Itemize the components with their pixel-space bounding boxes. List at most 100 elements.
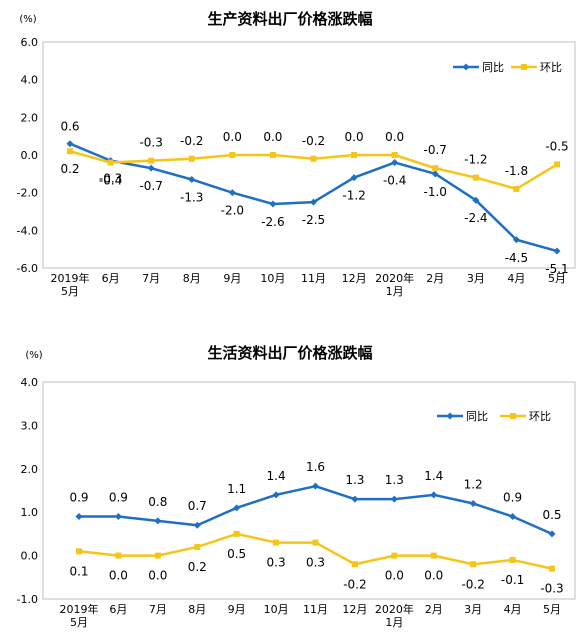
- chart-1-series-1-marker: [431, 170, 439, 178]
- chart-2-series-1-marker: [193, 521, 201, 529]
- chart-2-series-1-marker: [430, 491, 438, 499]
- chart-1-series-2-data-label: -0.2: [180, 134, 203, 148]
- chart-2-x-tick-label: 10月: [264, 603, 289, 616]
- chart-1-series-2-marker: [310, 155, 317, 162]
- chart-1-x-tick-label: 8月: [183, 272, 201, 285]
- chart-1-series-2-data-label: -0.4: [99, 174, 122, 188]
- chart-1-series-1-marker: [350, 174, 358, 182]
- chart-1-series-1-data-label: -2.6: [261, 215, 284, 229]
- chart-1-x-tick-label: 6月: [102, 272, 120, 285]
- chart-2-series-2-marker: [154, 552, 161, 559]
- chart-1-y-tick-label: -4.0: [17, 224, 38, 237]
- chart-2-series-2-data-label: 0.0: [109, 569, 128, 583]
- chart-1-y-tick-label: -6.0: [17, 262, 38, 275]
- chart-1-series-2-data-label: -0.2: [302, 134, 325, 148]
- chart-1-series-2-data-label: 0.0: [223, 130, 242, 144]
- chart-1-y-tick-label: 4.0: [21, 74, 39, 87]
- chart-2-series-2-data-label: 0.1: [69, 564, 88, 578]
- chart-2-series-1-data-label: 1.6: [306, 460, 325, 474]
- chart-2-y-unit-label: (%): [25, 350, 42, 361]
- chart-2-series-1-data-label: 0.9: [503, 491, 522, 505]
- chart-1-series-1-data-label: -0.4: [383, 174, 406, 188]
- chart-2-series-2-data-label: -0.2: [343, 577, 366, 591]
- chart-1-x-tick-label: 11月: [301, 272, 326, 285]
- chart-2-series-1-marker: [75, 513, 83, 521]
- chart-1-series-1-data-label: -1.2: [342, 189, 365, 203]
- chart-1-series-1-marker: [188, 175, 196, 183]
- chart-1-series-1-data-label: -0.7: [139, 179, 162, 193]
- chart-1-y-tick-label: 0.0: [21, 149, 39, 162]
- chart-1-series-1-data-label: -4.5: [505, 251, 528, 265]
- chart-2-series-1-data-label: 1.3: [345, 473, 364, 487]
- chart-2-x-tick-label: 4月: [504, 603, 522, 616]
- chart-2-series-1-marker: [390, 495, 398, 503]
- chart-2-series-1-data-label: 0.8: [148, 495, 167, 509]
- chart-2-x-tick-label: 2020年 1月: [375, 602, 414, 629]
- chart-2-series-1-data-label: 1.3: [385, 473, 404, 487]
- chart-1-y-tick-label: 2.0: [21, 111, 39, 124]
- chart-2-series-2-marker: [233, 530, 240, 537]
- chart-1-series-1-marker: [310, 198, 317, 206]
- chart-2-series-2-data-label: -0.1: [501, 573, 524, 587]
- chart-2-series-2-marker: [509, 556, 516, 563]
- chart-2-series-1-marker: [312, 482, 319, 490]
- chart-1-series-1-data-label: -2.4: [464, 211, 487, 225]
- chart-1-series-2-marker: [107, 159, 114, 166]
- chart-1-series-2-data-label: -1.2: [464, 153, 487, 167]
- chart-2-series-1-data-label: 1.1: [227, 482, 246, 496]
- chart-2-series-1-marker: [351, 495, 359, 503]
- chart-2-y-tick-label: 0.0: [21, 550, 39, 563]
- chart-1-series-2-marker: [229, 152, 236, 158]
- chart-2-x-tick-label: 12月: [342, 603, 367, 616]
- chart-1-series-2-data-label: -0.7: [424, 143, 447, 157]
- chart-2-series-2-marker: [76, 548, 82, 555]
- chart-1-series-2-data-label: 0.2: [60, 162, 79, 176]
- chart-1-x-tick-label: 12月: [342, 272, 367, 285]
- chart-1-series-1-marker: [269, 200, 277, 208]
- chart-2-series-2-marker: [273, 539, 280, 546]
- chart-2-x-tick-label: 2月: [425, 603, 443, 616]
- chart-1-x-tick-label: 2月: [426, 272, 444, 285]
- chart-2-series-1-marker: [469, 500, 477, 508]
- chart-2-series-2-marker: [115, 552, 122, 559]
- chart-1-x-tick-label: 2019年 5月: [51, 271, 90, 298]
- chart-2-series-1-data-label: 1.4: [424, 469, 443, 483]
- chart-1-series-1-data-label: -0.3: [99, 172, 122, 186]
- chart-1-series-2-data-label: 0.0: [385, 130, 404, 144]
- chart-2-title: 生活资料出厂价格涨跌幅: [207, 344, 373, 362]
- chart-2-series-2-marker: [470, 561, 477, 568]
- chart-2-series-2-data-label: 0.0: [424, 569, 443, 583]
- chart-2-x-tick-label: 2019年 5月: [60, 602, 99, 629]
- chart-2-x-tick-label: 9月: [228, 603, 246, 616]
- chart-1-series-2-data-label: -1.8: [505, 164, 528, 178]
- chart-2-series-1-data-label: 1.4: [267, 469, 286, 483]
- chart-1-series-2-data-label: 0.0: [345, 130, 364, 144]
- chart-1-series-2-marker: [513, 185, 520, 192]
- chart-2-plot-area: [42, 381, 576, 600]
- chart-1-series-1-marker: [512, 236, 520, 244]
- chart-2-series-2-data-label: -0.3: [540, 582, 563, 596]
- chart-1-x-tick-label: 10月: [260, 272, 285, 285]
- chart-1-series-1-data-label: -5.1: [545, 262, 568, 276]
- chart-1-series-1-marker: [147, 164, 155, 172]
- chart-1-x-tick-label: 2020年 1月: [375, 271, 414, 298]
- chart-1-title: 生产资料出厂价格涨跌幅: [207, 10, 373, 28]
- chart-2-y-tick-label: 1.0: [21, 506, 39, 519]
- chart-1-series-2-marker: [391, 152, 398, 158]
- chart-1-y-tick-label: 6.0: [21, 36, 39, 49]
- chart-1-series-2-marker: [67, 148, 73, 155]
- chart-1-x-tick-label: 4月: [507, 272, 525, 285]
- chart-2-x-tick-label: 3月: [464, 603, 482, 616]
- chart-2-series-1-data-label: 0.7: [188, 499, 207, 513]
- chart-1-series-1-marker: [553, 247, 561, 255]
- chart-2-x-tick-label: 7月: [149, 603, 167, 616]
- chart-1-y-unit-label: (%): [19, 14, 36, 25]
- chart-1-legend-series-1-label: 同比: [482, 61, 504, 74]
- chart-1-x-tick-label: 7月: [142, 272, 160, 285]
- chart-1-series-1-marker: [391, 159, 399, 167]
- chart-1-x-tick-label: 9月: [223, 272, 241, 285]
- chart-2-series-1-marker: [272, 491, 280, 499]
- chart-1-x-tick-label: 5月: [548, 272, 566, 285]
- chart-2-series-2-data-label: 0.0: [148, 569, 167, 583]
- chart-2-series-2-data-label: 0.2: [188, 560, 207, 574]
